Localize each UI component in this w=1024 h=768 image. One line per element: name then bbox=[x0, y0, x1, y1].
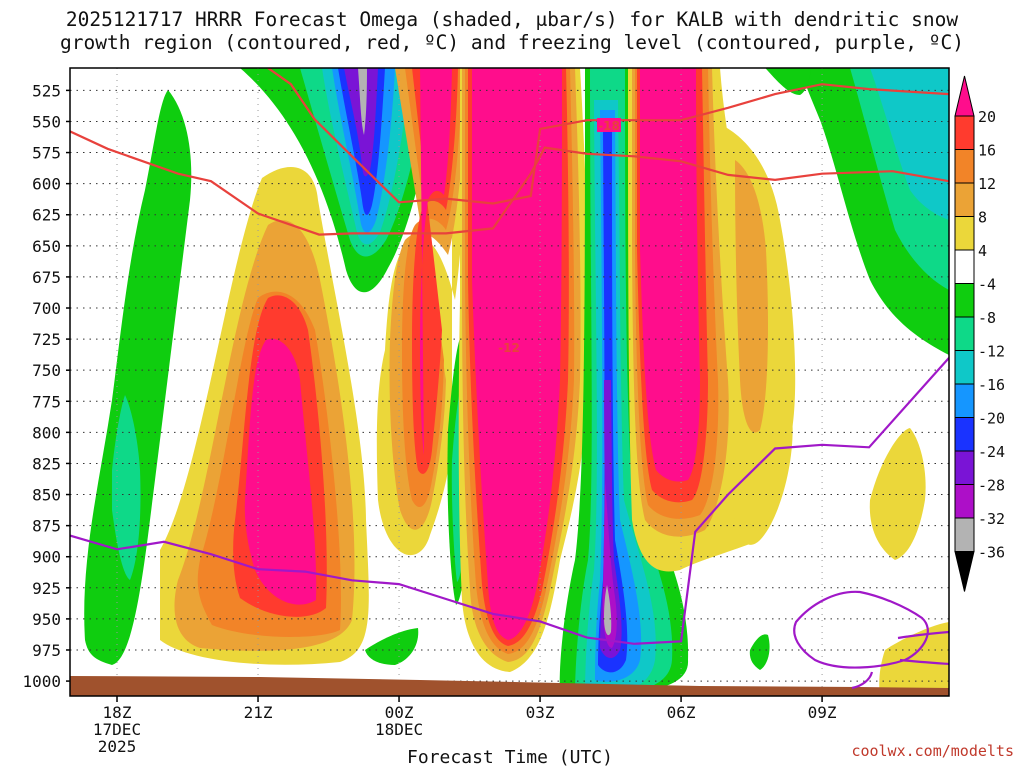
fill-a-magenta bbox=[244, 338, 317, 605]
credit-text: coolwx.com/modelts bbox=[851, 742, 1014, 760]
chart-title-line-1: 2025121717 HRRR Forecast Omega (shaded, … bbox=[65, 8, 959, 31]
fill-i-yellow bbox=[869, 428, 926, 560]
colorbar-top-arrow bbox=[954, 75, 975, 117]
colorbar-label-13: -36 bbox=[978, 544, 1005, 562]
colorbar-label-3: 8 bbox=[978, 209, 987, 227]
fill-g-gold2 bbox=[735, 160, 768, 433]
contours bbox=[70, 68, 949, 690]
colorbar-label-7: -12 bbox=[978, 343, 1005, 361]
y-tick-label-975: 975 bbox=[32, 641, 61, 660]
colorbar-swatch-5 bbox=[954, 249, 975, 284]
colorbar-bottom-arrow bbox=[954, 551, 975, 592]
freezing-level-edge-contour-2 bbox=[899, 658, 949, 666]
fill-m-green bbox=[749, 634, 770, 670]
colorbar-swatch-6 bbox=[954, 283, 975, 318]
chart-title: 2025121717 HRRR Forecast Omega (shaded, … bbox=[0, 8, 1024, 54]
y-tick-label-525: 525 bbox=[32, 81, 61, 100]
colorbar-label-10: -24 bbox=[978, 443, 1005, 461]
y-tick-label-675: 675 bbox=[32, 268, 61, 287]
colorbar: 20 16 12 8 4 -4 -8 -12 -16 -20 -24 -28 -32 -36 bbox=[954, 75, 1005, 592]
colorbar-label-6: -8 bbox=[978, 309, 996, 327]
colorbar-swatch-4 bbox=[954, 216, 975, 251]
freezing-level-closed-contour bbox=[793, 590, 929, 669]
fill-b-gray bbox=[358, 68, 367, 135]
colorbar-swatch-3 bbox=[954, 182, 975, 217]
x-tick-label-30-0: 06Z bbox=[667, 703, 696, 722]
colorbar-label-1: 16 bbox=[978, 142, 996, 160]
terrain-surface bbox=[70, 676, 949, 696]
colorbar-label-4: 4 bbox=[978, 242, 987, 260]
x-tick-label-27-0: 03Z bbox=[526, 703, 555, 722]
colorbar-label-11: -28 bbox=[978, 477, 1005, 495]
y-tick-label-875: 875 bbox=[32, 517, 61, 536]
colorbar-swatch-12 bbox=[954, 484, 975, 519]
y-tick-label-600: 600 bbox=[32, 175, 61, 194]
colorbar-label-12: -32 bbox=[978, 510, 1005, 528]
fill-k-green bbox=[84, 90, 192, 665]
omega-shading bbox=[84, 68, 949, 696]
colorbar-swatch-7 bbox=[954, 316, 975, 351]
colorbar-label-9: -20 bbox=[978, 410, 1005, 428]
y-tick-label-825: 825 bbox=[32, 454, 61, 473]
colorbar-swatch-10 bbox=[954, 417, 975, 452]
y-tick-label-925: 925 bbox=[32, 579, 61, 598]
y-tick-label-700: 700 bbox=[32, 299, 61, 318]
colorbar-swatch-9 bbox=[954, 383, 975, 418]
colorbar-label-0: 20 bbox=[978, 108, 996, 126]
colorbar-swatch-1 bbox=[954, 115, 975, 150]
colorbar-swatch-2 bbox=[954, 149, 975, 184]
y-axis: 525 550 575 600 625 650 675 700 725 750 775 800 825 8… bbox=[22, 81, 70, 691]
colorbar-swatch-13 bbox=[954, 517, 975, 552]
x-tick-label-18-1: 17DEC bbox=[93, 720, 141, 739]
y-tick-label-650: 650 bbox=[32, 237, 61, 256]
y-tick-label-800: 800 bbox=[32, 423, 61, 442]
freezing-level-edge-contour-3 bbox=[851, 671, 874, 690]
freezing-level-contour-line bbox=[70, 357, 949, 645]
y-tick-label-1000: 1000 bbox=[22, 672, 61, 691]
fill-j-yellow bbox=[879, 622, 949, 696]
contour-labels: -18 -12 bbox=[497, 118, 621, 355]
x-tick-label-33-0: 09Z bbox=[808, 703, 837, 722]
y-tick-label-775: 775 bbox=[32, 392, 61, 411]
x-tick-label-18-2: 2025 bbox=[98, 737, 137, 756]
dgz-upper-contour-line bbox=[70, 130, 949, 236]
colorbar-label-5: -4 bbox=[978, 276, 996, 294]
x-tick-label-24-1: 18DEC bbox=[375, 720, 423, 739]
y-tick-label-850: 850 bbox=[32, 486, 61, 505]
x-axis-title: Forecast Time (UTC) bbox=[407, 747, 613, 768]
x-tick-label-21-0: 21Z bbox=[244, 703, 273, 722]
plot-frame bbox=[69, 67, 950, 697]
y-tick-label-900: 900 bbox=[32, 548, 61, 567]
contour-label-dgz-upper: -18 bbox=[598, 119, 620, 133]
y-tick-label-625: 625 bbox=[32, 206, 61, 225]
x-tick-label-24-0: 00Z bbox=[385, 703, 414, 722]
colorbar-swatch-8 bbox=[954, 350, 975, 385]
freezing-level-edge-contour bbox=[897, 630, 949, 640]
fill-k-teal bbox=[112, 395, 141, 580]
contour-label-dgz-lower: -12 bbox=[498, 341, 520, 355]
fill-h-cyan bbox=[870, 68, 949, 220]
colorbar-label-2: 12 bbox=[978, 175, 996, 193]
y-tick-label-550: 550 bbox=[32, 112, 61, 131]
dgz-lower-contour-line bbox=[266, 68, 949, 205]
y-tick-label-750: 750 bbox=[32, 361, 61, 380]
x-tick-label-18-0: 18Z bbox=[103, 703, 132, 722]
y-tick-label-725: 725 bbox=[32, 330, 61, 349]
chart-title-line-2: growth region (contoured, red, ºC) and f… bbox=[60, 31, 964, 54]
y-tick-label-575: 575 bbox=[32, 144, 61, 163]
colorbar-label-8: -16 bbox=[978, 376, 1005, 394]
colorbar-swatch-11 bbox=[954, 450, 975, 485]
fill-f-gray bbox=[604, 585, 612, 636]
fill-g-magenta bbox=[640, 68, 700, 482]
fill-b-purple bbox=[344, 68, 378, 177]
fill-l-green bbox=[365, 628, 419, 665]
fill-c-magenta bbox=[420, 68, 452, 455]
y-tick-label-950: 950 bbox=[32, 610, 61, 629]
